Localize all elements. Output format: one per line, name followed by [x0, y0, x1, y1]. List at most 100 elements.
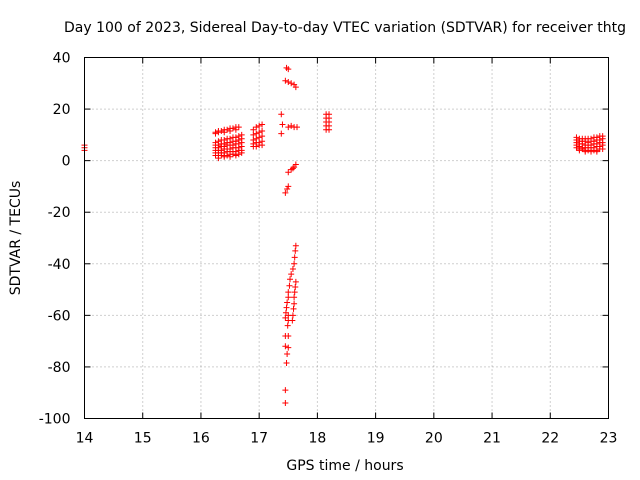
- data-point: [259, 142, 266, 149]
- grid-lines: [84, 57, 609, 419]
- x-axis-tick-labels: 14 15 16 17 18 19 20 21 22 23: [76, 431, 618, 447]
- data-point: [291, 254, 298, 261]
- data-point: [285, 183, 292, 190]
- y-axis-tick-labels: -100 -80 -60 -40 -20 0 20 40: [39, 51, 71, 428]
- data-point: [573, 144, 580, 151]
- data-point: [212, 130, 219, 137]
- data-point: [579, 146, 586, 153]
- chart-title: Day 100 of 2023, Sidereal Day-to-day VTE…: [64, 20, 626, 36]
- data-point: [292, 161, 299, 168]
- y-tick-label: -60: [48, 308, 71, 324]
- data-point: [284, 351, 291, 358]
- y-tick-label: -40: [48, 257, 71, 273]
- data-point: [291, 289, 298, 296]
- x-tick-label: 20: [425, 431, 443, 447]
- data-point: [283, 304, 290, 311]
- data-point: [291, 294, 298, 301]
- y-tick-label: 20: [53, 102, 71, 118]
- data-point: [285, 66, 292, 73]
- y-tick-label: -80: [48, 360, 71, 376]
- data-point: [290, 305, 297, 312]
- data-point: [285, 317, 292, 324]
- data-point: [279, 121, 286, 128]
- data-point: [235, 151, 242, 158]
- data-point: [285, 289, 292, 296]
- data-point: [292, 84, 299, 91]
- x-tick-label: 21: [483, 431, 501, 447]
- x-axis-label: GPS time / hours: [286, 458, 403, 474]
- plot-frame: [84, 57, 609, 419]
- data-point: [227, 127, 234, 134]
- x-tick-label: 23: [600, 431, 618, 447]
- data-point: [283, 360, 290, 367]
- data-point: [215, 129, 222, 136]
- data-point: [289, 165, 296, 172]
- data-point: [250, 126, 257, 133]
- x-tick-label: 14: [76, 431, 94, 447]
- data-point: [282, 387, 289, 394]
- y-tick-label: 0: [62, 154, 71, 170]
- data-point: [224, 126, 231, 133]
- data-point: [292, 247, 299, 254]
- data-point: [278, 111, 285, 118]
- data-point: [250, 131, 257, 138]
- data-point: [588, 148, 595, 155]
- data-point: [256, 122, 263, 129]
- data-point: [253, 143, 260, 150]
- data-point: [599, 146, 606, 153]
- data-point: [294, 124, 301, 131]
- data-point: [286, 282, 293, 289]
- data-point: [224, 152, 231, 159]
- data-point: [576, 147, 583, 154]
- data-point: [218, 127, 225, 134]
- data-point: [285, 78, 292, 85]
- data-point: [221, 153, 228, 160]
- data-point: [229, 125, 236, 132]
- x-tick-label: 16: [192, 431, 210, 447]
- data-point: [282, 343, 289, 350]
- data-point: [288, 122, 295, 129]
- data-point: [253, 130, 260, 137]
- data-point: [284, 299, 291, 306]
- data-point: [292, 283, 299, 290]
- data-point: [292, 242, 299, 249]
- y-tick-label: 40: [53, 51, 71, 67]
- data-point: [287, 276, 294, 283]
- data-point: [278, 130, 285, 137]
- x-tick-label: 15: [134, 431, 152, 447]
- data-point: [288, 80, 295, 87]
- x-tick-label: 18: [308, 431, 326, 447]
- data-point: [285, 312, 292, 319]
- y-tick-label: -20: [48, 205, 71, 221]
- data-point: [288, 271, 295, 278]
- data-point: [282, 189, 289, 196]
- x-tick-label: 19: [367, 431, 385, 447]
- data-point: [291, 300, 298, 307]
- data-point: [238, 149, 245, 156]
- data-point: [285, 344, 292, 351]
- data-point: [259, 121, 266, 128]
- data-point: [259, 133, 266, 140]
- y-tick-label: -100: [39, 412, 71, 428]
- data-point: [285, 169, 292, 176]
- data-point: [256, 129, 263, 136]
- data-point: [292, 278, 299, 285]
- data-point: [289, 265, 296, 272]
- data-point: [259, 127, 266, 134]
- data-point: [215, 155, 222, 162]
- data-point: [291, 260, 298, 267]
- data-point: [235, 124, 242, 131]
- data-point: [326, 126, 333, 133]
- data-point: [282, 400, 289, 407]
- data-point: [232, 126, 239, 133]
- x-tick-label: 17: [250, 431, 268, 447]
- data-point: [285, 294, 292, 301]
- data-points: [81, 64, 606, 407]
- data-point: [232, 152, 239, 159]
- data-point: [282, 77, 289, 84]
- x-tick-label: 22: [541, 431, 559, 447]
- data-point: [284, 186, 291, 193]
- data-point: [227, 153, 234, 160]
